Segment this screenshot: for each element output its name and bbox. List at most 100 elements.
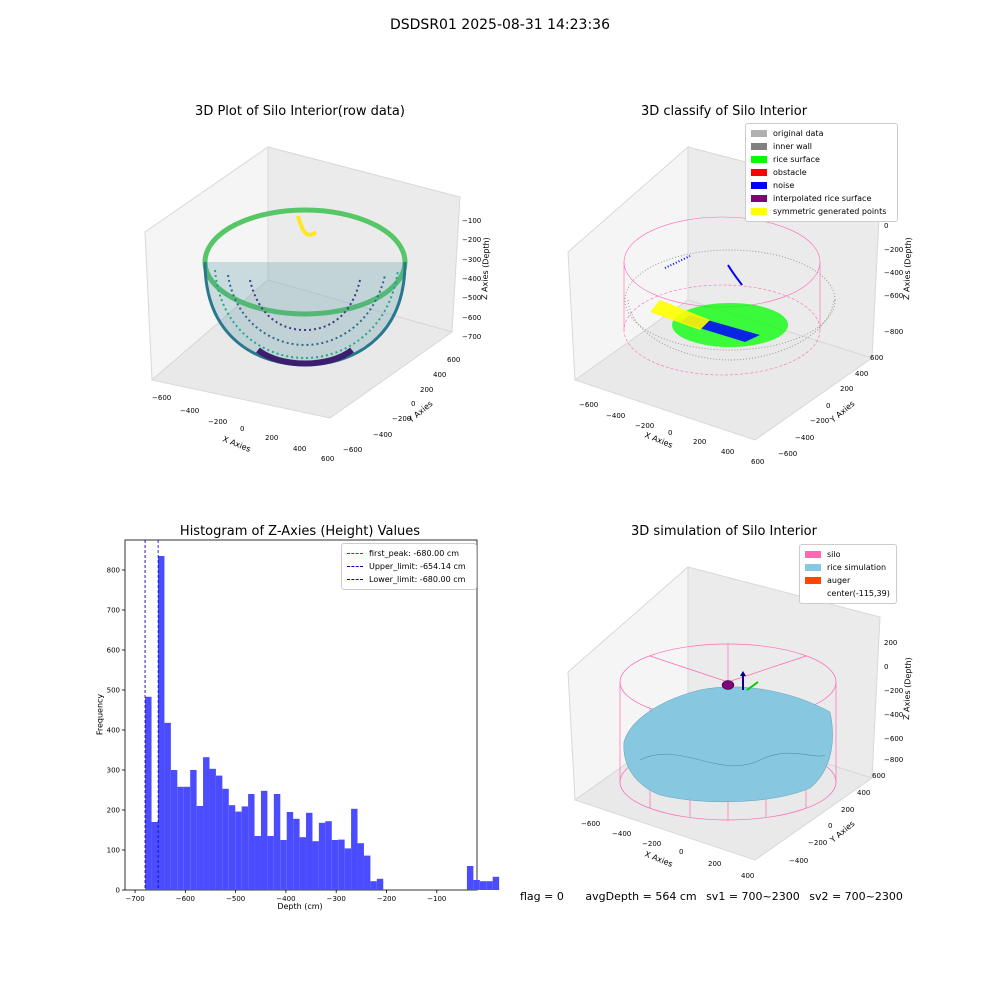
legend-item-auger: auger [805, 574, 891, 587]
y-tick-label: 800 [107, 567, 120, 575]
histogram-bar [145, 696, 152, 890]
legend-item-interpolated: interpolated rice surface [751, 192, 892, 205]
svg-text:−100: −100 [462, 217, 481, 225]
svg-text:600: 600 [321, 455, 334, 463]
panel4-zlabel: Z Axies (Depth) [902, 657, 913, 720]
y-tick-label: 400 [107, 727, 120, 735]
svg-text:−600: −600 [884, 735, 903, 743]
histogram-bar [164, 722, 171, 890]
legend-label: auger [827, 576, 851, 585]
svg-text:400: 400 [857, 789, 870, 797]
histogram-bar [280, 840, 287, 890]
histogram-title: Histogram of Z-Axies (Height) Values [179, 524, 421, 539]
histogram-bar [273, 794, 281, 890]
panel4-title: 3D simulation of Silo Interior [631, 524, 817, 539]
svg-text:−400: −400 [612, 830, 631, 838]
svg-text:−600: −600 [343, 446, 362, 454]
histogram-bar [486, 881, 493, 890]
histogram-bar [293, 818, 300, 890]
legend-item-lower-limit: Lower_limit: -680.00 cm [347, 573, 471, 586]
histogram-bar [209, 768, 216, 890]
y-tick-label: 200 [107, 807, 120, 815]
x-tick-label: −100 [427, 895, 446, 903]
svg-text:−400: −400 [884, 711, 903, 719]
legend-label: interpolated rice surface [773, 194, 872, 203]
histogram-bar [299, 837, 307, 890]
svg-text:−400: −400 [884, 269, 903, 277]
histogram-bar [190, 770, 197, 890]
x-tick-label: −700 [125, 895, 144, 903]
svg-text:−500: −500 [462, 294, 481, 302]
x-tick-label: −500 [226, 895, 245, 903]
svg-text:−200: −200 [884, 687, 903, 695]
histogram-bar [235, 811, 242, 890]
svg-text:−600: −600 [152, 394, 171, 402]
svg-text:−200: −200 [208, 418, 227, 426]
legend-item-silo: silo [805, 548, 891, 561]
histogram-bar [151, 822, 158, 890]
svg-text:−600: −600 [462, 314, 481, 322]
svg-text:0: 0 [411, 400, 415, 408]
x-tick-label: −300 [327, 895, 346, 903]
legend-swatch [805, 577, 821, 584]
svg-text:−300: −300 [462, 256, 481, 264]
histogram-bar [248, 794, 255, 890]
histogram-bar [492, 876, 500, 890]
legend-label: noise [773, 181, 795, 190]
histogram-bar [215, 775, 223, 890]
y-tick-label: 100 [107, 847, 120, 855]
svg-text:200: 200 [840, 385, 853, 393]
svg-text:600: 600 [872, 772, 885, 780]
legend-swatch [751, 182, 767, 189]
svg-text:400: 400 [721, 448, 734, 456]
svg-text:0: 0 [884, 222, 888, 230]
legend-label: center(-115,39) [827, 589, 890, 598]
histogram-legend: first_peak: -680.00 cm Upper_limit: -654… [341, 543, 477, 590]
histogram-bar [157, 556, 165, 890]
figure-title: DSDSR01 2025-08-31 14:23:36 [389, 17, 610, 33]
histogram-bar [357, 843, 364, 890]
legend-swatch [751, 130, 767, 137]
histogram-bar [370, 881, 377, 890]
svg-text:−200: −200 [884, 246, 903, 254]
legend-label: Upper_limit: -654.14 cm [369, 562, 466, 571]
y-tick-label: 500 [107, 687, 120, 695]
histogram-bar [260, 790, 268, 890]
legend-label: Lower_limit: -680.00 cm [369, 575, 466, 584]
svg-text:−800: −800 [884, 756, 903, 764]
svg-text:200: 200 [708, 860, 721, 868]
svg-text:−600: −600 [581, 820, 600, 828]
histogram-bar [196, 806, 204, 890]
legend-item-noise: noise [751, 179, 892, 192]
legend-swatch [751, 195, 767, 202]
legend-swatch [805, 564, 821, 571]
histogram-bar [363, 855, 371, 890]
svg-text:0: 0 [668, 429, 672, 437]
legend-label: original data [773, 129, 824, 138]
histogram-bar [479, 881, 487, 890]
histogram-bar [344, 848, 352, 890]
histogram-bar [318, 822, 326, 890]
legend-label: rice simulation [827, 563, 887, 572]
legend-label: obstacle [773, 168, 807, 177]
panel2-zlabel: Z Axies (Depth) [902, 237, 913, 300]
svg-text:−400: −400 [789, 857, 808, 865]
svg-text:600: 600 [870, 354, 883, 362]
svg-text:−400: −400 [373, 431, 392, 439]
legend-item-rice-surface: rice surface [751, 153, 892, 166]
legend-label: rice surface [773, 155, 820, 164]
panel2-gray-shell [624, 249, 836, 361]
legend-label: symmetric generated points [773, 207, 887, 216]
legend-swatch [751, 208, 767, 215]
panel1-title: 3D Plot of Silo Interior(row data) [195, 104, 405, 119]
legend-item-center: center(-115,39) [805, 587, 891, 600]
svg-text:−600: −600 [579, 401, 598, 409]
histogram-bar [222, 788, 229, 890]
svg-text:400: 400 [293, 445, 306, 453]
histogram-bar [203, 757, 210, 890]
svg-text:400: 400 [855, 370, 868, 378]
legend-label: silo [827, 550, 841, 559]
